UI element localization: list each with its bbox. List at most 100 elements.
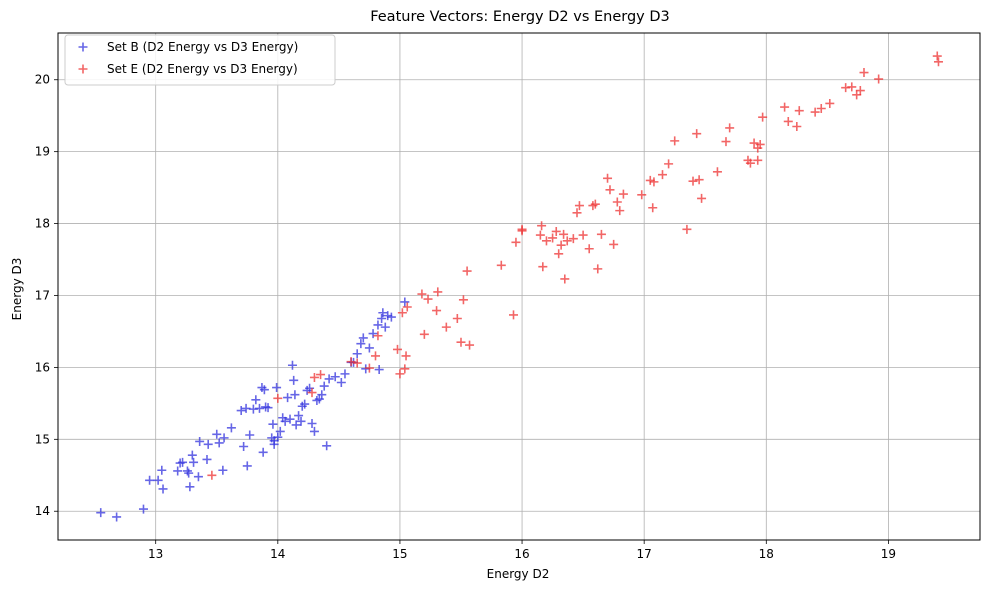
data-point	[157, 465, 167, 475]
data-point	[212, 429, 222, 439]
data-point	[400, 364, 410, 374]
data-point	[618, 189, 628, 199]
data-point	[562, 236, 572, 246]
x-tick-label: 15	[392, 547, 407, 561]
y-tick-label: 16	[35, 360, 50, 374]
data-point	[725, 123, 735, 133]
data-point	[541, 236, 551, 246]
x-axis-label: Energy D2	[487, 567, 550, 581]
data-point	[340, 369, 350, 379]
legend: Set B (D2 Energy vs D3 Energy) Set E (D2 …	[64, 34, 336, 86]
data-point	[596, 229, 606, 239]
data-point	[352, 349, 362, 359]
data-point	[456, 337, 466, 347]
data-point	[874, 74, 884, 84]
data-point	[855, 86, 865, 96]
data-point	[364, 363, 374, 373]
data-point	[309, 426, 319, 436]
points-layer	[96, 51, 943, 522]
data-point	[755, 139, 765, 149]
data-point	[245, 430, 255, 440]
data-point	[694, 175, 704, 185]
data-point	[386, 312, 396, 322]
data-point	[336, 378, 346, 388]
data-point	[537, 221, 547, 231]
data-point	[203, 439, 213, 449]
x-tick-label: 16	[514, 547, 529, 561]
data-point	[380, 322, 390, 332]
data-point	[509, 310, 519, 320]
data-point	[214, 438, 224, 448]
data-point	[374, 365, 384, 375]
y-tick-label: 17	[35, 288, 50, 302]
data-point	[184, 468, 194, 478]
data-point	[280, 416, 290, 426]
data-point	[847, 82, 857, 92]
data-point	[535, 230, 545, 240]
data-point	[933, 57, 943, 67]
y-tick-label: 20	[35, 73, 50, 87]
legend-label: Set B (D2 Energy vs D3 Energy)	[107, 40, 298, 54]
data-point	[615, 206, 625, 216]
data-point	[330, 372, 340, 382]
data-point	[649, 177, 659, 187]
x-tick-label: 19	[881, 547, 896, 561]
data-point	[423, 294, 433, 304]
data-point	[352, 358, 362, 368]
data-point	[187, 450, 197, 460]
data-point	[307, 418, 317, 428]
data-point	[758, 112, 768, 122]
legend-marker	[78, 42, 88, 52]
data-point	[257, 383, 267, 393]
data-point	[291, 420, 301, 430]
data-point	[316, 370, 326, 380]
data-point	[373, 331, 383, 341]
data-point	[517, 224, 527, 234]
grid-layer	[58, 33, 980, 540]
data-point	[364, 343, 374, 353]
data-point	[138, 504, 148, 514]
data-point	[269, 436, 279, 446]
data-point	[307, 388, 317, 398]
data-point	[272, 383, 282, 393]
data-point	[417, 289, 427, 299]
data-point	[285, 414, 295, 424]
data-point	[465, 340, 475, 350]
data-point	[236, 406, 246, 416]
data-point	[572, 208, 582, 218]
data-point	[258, 447, 268, 457]
y-axis-label: Energy D3	[10, 258, 24, 321]
data-point	[783, 116, 793, 126]
data-point	[242, 461, 252, 471]
data-point	[433, 287, 443, 297]
data-point	[401, 351, 411, 361]
data-point	[792, 121, 802, 131]
x-tick-label: 17	[637, 547, 652, 561]
data-point	[560, 274, 570, 284]
data-point	[112, 512, 122, 522]
data-point	[392, 344, 402, 354]
data-point	[511, 237, 521, 247]
y-axis-ticks: 14 15 16 17 18 19 20	[35, 73, 58, 518]
data-point	[825, 98, 835, 108]
data-point	[810, 107, 820, 117]
data-point	[568, 234, 578, 244]
data-point	[294, 411, 304, 421]
data-point	[400, 297, 410, 307]
data-point	[462, 266, 472, 276]
data-point	[153, 475, 163, 485]
data-point	[749, 138, 759, 148]
data-point	[794, 106, 804, 116]
data-point	[324, 374, 334, 384]
data-point	[657, 170, 667, 180]
data-point	[932, 51, 942, 61]
data-point	[319, 381, 329, 391]
data-point	[300, 399, 310, 409]
data-point	[593, 264, 603, 274]
data-point	[721, 137, 731, 147]
data-point	[273, 393, 283, 403]
data-point	[193, 472, 203, 482]
data-point	[239, 442, 249, 452]
data-point	[682, 224, 692, 234]
legend-entries: Set B (D2 Energy vs D3 Energy) Set E (D2 …	[78, 40, 298, 76]
